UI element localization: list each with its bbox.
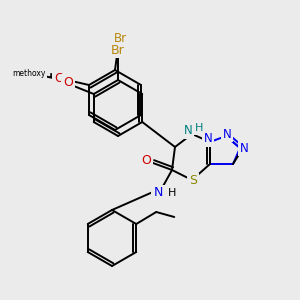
Text: N: N: [240, 142, 248, 154]
Text: Br: Br: [111, 44, 125, 56]
Text: S: S: [189, 175, 197, 188]
Text: methoxy: methoxy: [12, 68, 46, 77]
Text: O: O: [141, 154, 151, 167]
Text: O: O: [63, 76, 73, 88]
Text: N: N: [223, 128, 231, 140]
Text: N: N: [184, 124, 192, 137]
Text: N: N: [204, 133, 212, 146]
Text: N: N: [153, 187, 163, 200]
Text: O: O: [54, 71, 64, 85]
Text: Br: Br: [113, 32, 127, 44]
Text: H: H: [168, 188, 176, 198]
Text: H: H: [195, 123, 203, 133]
